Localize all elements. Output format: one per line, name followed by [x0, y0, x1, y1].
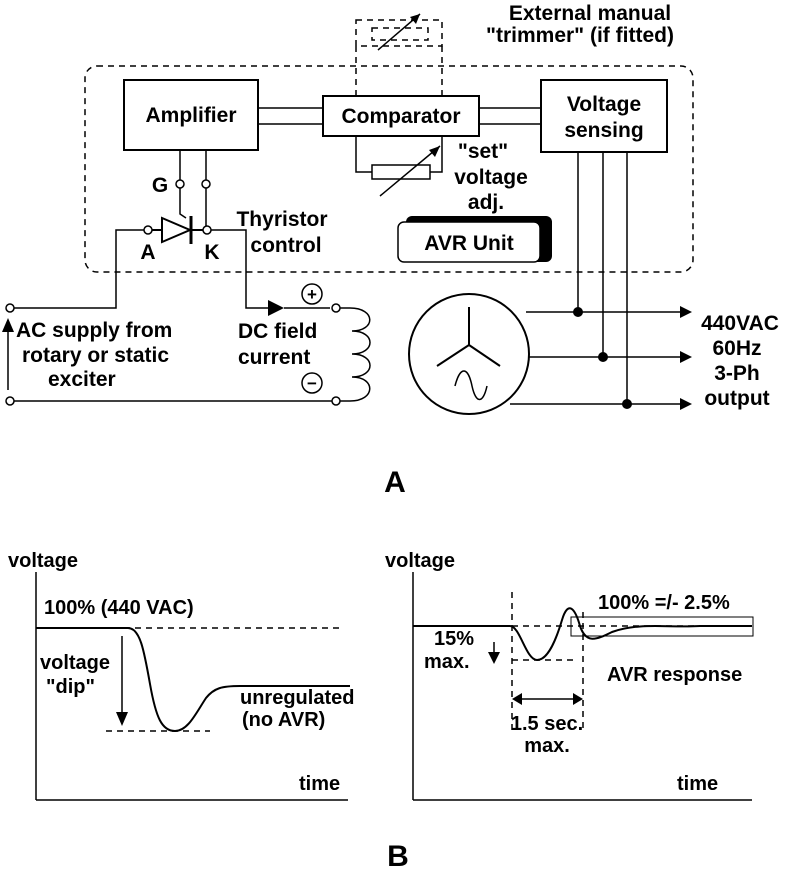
dc-field-label-2: current	[238, 346, 310, 369]
output-arrow-2-icon	[680, 351, 692, 363]
sense-junction-1	[573, 307, 583, 317]
figure-label-b: B	[387, 840, 409, 873]
supply-terminal-bottom	[5, 396, 15, 406]
cathode-field-wire	[211, 229, 268, 309]
comparator-label: Comparator	[341, 105, 460, 128]
supply-terminal-top	[5, 303, 15, 313]
trimmer-label-line2: "trimmer" (if fitted)	[486, 24, 674, 47]
avr-unit-enclosure	[84, 65, 694, 273]
amp-terminal-2	[201, 179, 211, 189]
gate-lead	[179, 188, 187, 219]
output-arrow-1-icon	[680, 306, 692, 318]
set-voltage-pot-icon	[371, 145, 441, 197]
set-adj-label-2: voltage	[454, 166, 528, 189]
sense-junction-2	[598, 352, 608, 362]
comparator-box	[322, 95, 480, 137]
left-dip-label-2: "dip"	[46, 676, 95, 698]
set-adj-label-1: "set"	[458, 140, 508, 163]
voltage-sensing-box	[540, 79, 668, 153]
field-current-arrow-icon	[268, 300, 284, 316]
set-adj-label-3: adj.	[468, 191, 504, 214]
anode-supply-wire	[14, 229, 144, 309]
thyristor-label-1: Thyristor	[236, 208, 327, 231]
ac-supply-label-3: exciter	[48, 368, 116, 391]
avr-response-plot: voltage time 100% =/- 2.5% 15% max. 1.5 …	[385, 550, 754, 801]
avr-unit-label: AVR Unit	[424, 232, 513, 255]
right-band-label: 100% =/- 2.5%	[598, 592, 730, 614]
thyristor-label-2: control	[250, 234, 321, 257]
figure-label-a: A	[384, 466, 406, 499]
left-dip-label-1: voltage	[40, 652, 110, 674]
supply-arrow-icon	[2, 318, 14, 332]
trimmer-resistor-icon	[371, 13, 429, 51]
output-label-2: 60Hz	[712, 337, 761, 360]
external-trimmer-box	[355, 19, 443, 47]
left-unreg-label-2: (no AVR)	[242, 709, 325, 731]
left-nominal-label: 100% (440 VAC)	[44, 597, 194, 619]
avr-unit-label-box	[397, 221, 541, 263]
anode-terminal	[143, 225, 153, 235]
gate-label: G	[152, 174, 168, 197]
cathode-label: K	[204, 241, 219, 264]
right-time-label-1: 1.5 sec.	[511, 713, 583, 735]
field-terminal-bottom	[331, 396, 341, 406]
output-label-3: 3-Ph	[714, 362, 760, 385]
trimmer-label-line1: External manual	[509, 2, 671, 25]
ac-supply-label-2: rotary or static	[22, 344, 169, 367]
cathode-terminal	[202, 225, 212, 235]
voltage-sensing-label-1: Voltage	[567, 93, 641, 116]
right-dip-label-1: 15%	[434, 628, 474, 650]
ac-supply-label-1: AC supply from	[16, 319, 172, 342]
output-label-4: output	[704, 387, 769, 410]
left-y-axis-label: voltage	[8, 550, 78, 572]
right-x-axis-label: time	[677, 773, 718, 795]
gate-terminal	[175, 179, 185, 189]
field-terminal-top	[331, 303, 341, 313]
anode-label: A	[140, 241, 155, 264]
thyristor-icon	[152, 216, 203, 244]
left-voltage-curve	[36, 627, 350, 733]
set-adj-lead-left	[355, 136, 372, 173]
minus-terminal-icon	[301, 372, 323, 394]
dc-field-label-1: DC field	[238, 320, 317, 343]
output-label-1: 440VAC	[701, 312, 779, 335]
generator-icon	[408, 293, 530, 415]
right-time-arrow-right-icon	[573, 693, 583, 705]
right-voltage-curve	[413, 607, 752, 662]
right-time-label-2: max.	[524, 735, 570, 757]
right-dip-label-2: max.	[424, 651, 470, 673]
voltage-sensing-label-2: sensing	[564, 119, 643, 142]
left-x-axis-label: time	[299, 773, 340, 795]
field-coil-icon	[340, 307, 371, 402]
amplifier-box	[123, 79, 259, 151]
sense-junction-3	[622, 399, 632, 409]
right-response-label: AVR response	[607, 664, 742, 686]
unregulated-response-plot: voltage time 100% (440 VAC) voltage "dip…	[8, 550, 354, 801]
amplifier-label: Amplifier	[145, 104, 236, 127]
minus-sign: −	[307, 374, 317, 393]
right-time-arrow-left-icon	[512, 693, 522, 705]
left-dip-arrow-icon	[116, 712, 128, 726]
plus-terminal-icon	[301, 283, 323, 305]
right-y-axis-label: voltage	[385, 550, 455, 572]
output-arrow-3-icon	[680, 398, 692, 410]
plus-sign: +	[307, 285, 317, 304]
left-unreg-label-1: unregulated	[240, 687, 354, 709]
set-adj-lead-right	[430, 136, 443, 173]
right-dip-arrow-icon	[488, 652, 500, 664]
